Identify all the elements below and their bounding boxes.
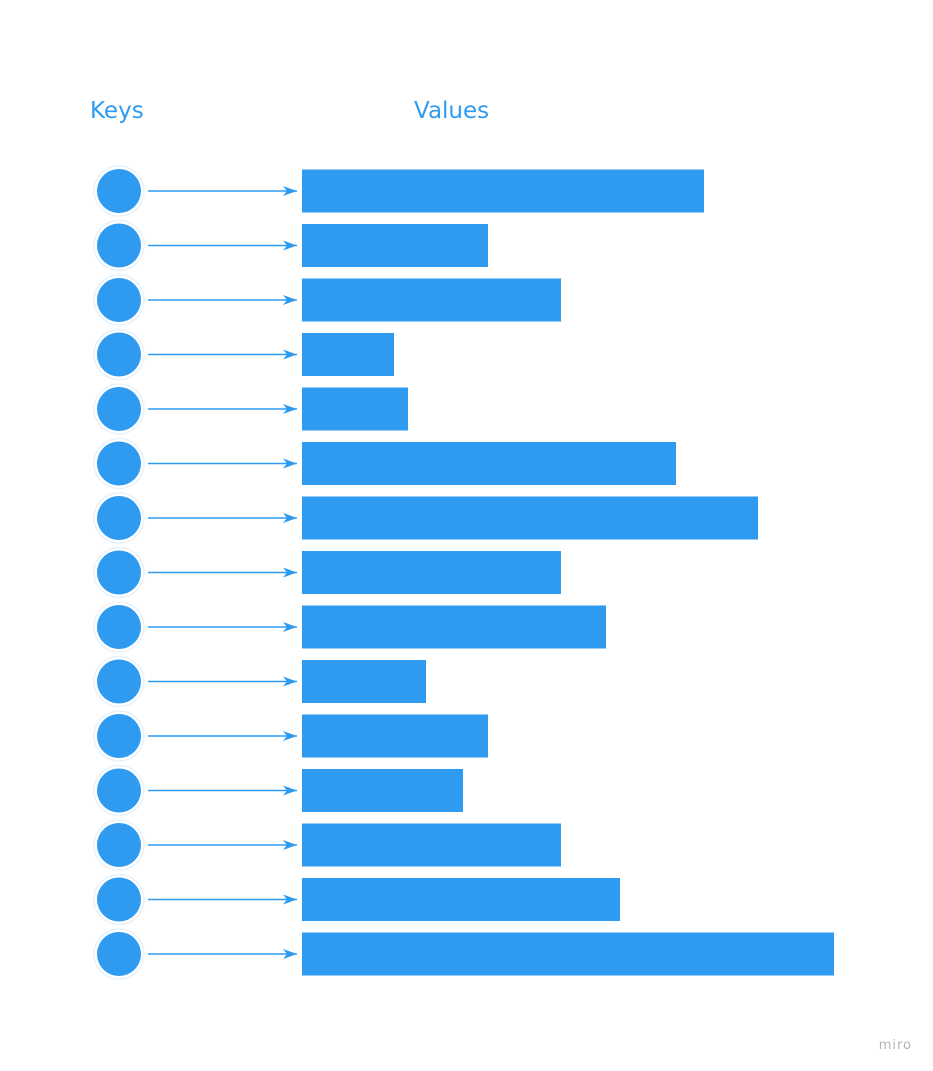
values-heading: Values bbox=[414, 98, 490, 124]
key-circle-outline bbox=[93, 873, 145, 926]
key-circle bbox=[97, 223, 141, 268]
key-circle-outline bbox=[93, 928, 145, 980]
key-value-row bbox=[93, 492, 758, 544]
value-bar bbox=[302, 769, 463, 812]
key-value-row bbox=[93, 383, 408, 435]
key-circle bbox=[97, 496, 141, 540]
key-circle-outline bbox=[93, 655, 145, 708]
value-bar bbox=[302, 169, 704, 213]
value-bar bbox=[302, 660, 426, 703]
key-value-row bbox=[93, 165, 704, 217]
key-circle bbox=[97, 823, 141, 867]
value-bar bbox=[302, 224, 488, 267]
key-value-row bbox=[93, 819, 561, 871]
key-circle-outline bbox=[93, 601, 145, 653]
key-value-row bbox=[93, 873, 620, 926]
key-value-row bbox=[93, 274, 561, 326]
value-bar bbox=[302, 333, 394, 376]
key-value-row bbox=[93, 710, 488, 762]
key-value-row bbox=[93, 764, 463, 817]
value-bar bbox=[302, 823, 561, 867]
key-circle bbox=[97, 387, 141, 431]
value-bar bbox=[302, 387, 408, 431]
value-bar bbox=[302, 442, 676, 485]
key-value-row bbox=[93, 328, 394, 381]
key-circle-outline bbox=[93, 764, 145, 817]
key-circle-outline bbox=[93, 492, 145, 544]
key-value-row bbox=[93, 655, 426, 708]
key-value-row bbox=[93, 546, 561, 599]
key-circle-outline bbox=[93, 165, 145, 217]
value-bar bbox=[302, 714, 488, 758]
key-circle-outline bbox=[93, 546, 145, 599]
key-circle-outline bbox=[93, 383, 145, 435]
key-circle bbox=[97, 877, 141, 922]
key-value-row bbox=[93, 928, 834, 980]
key-value-row bbox=[93, 219, 488, 272]
value-bar bbox=[302, 605, 606, 649]
value-bar bbox=[302, 932, 834, 976]
key-circle-outline bbox=[93, 437, 145, 490]
key-circle bbox=[97, 169, 141, 213]
key-circle bbox=[97, 605, 141, 649]
miro-watermark: miro bbox=[878, 1038, 912, 1053]
key-circle bbox=[97, 714, 141, 758]
key-circle-outline bbox=[93, 328, 145, 381]
key-circle-outline bbox=[93, 219, 145, 272]
key-circle-outline bbox=[93, 274, 145, 326]
keys-heading: Keys bbox=[90, 98, 144, 124]
key-circle bbox=[97, 932, 141, 976]
key-value-row bbox=[93, 601, 606, 653]
key-circle bbox=[97, 768, 141, 813]
key-circle bbox=[97, 278, 141, 322]
key-circle bbox=[97, 332, 141, 377]
key-circle bbox=[97, 659, 141, 704]
value-bar bbox=[302, 551, 561, 594]
key-value-row bbox=[93, 437, 676, 490]
value-bar bbox=[302, 878, 620, 921]
value-bar bbox=[302, 496, 758, 540]
key-circle bbox=[97, 441, 141, 486]
key-circle-outline bbox=[93, 710, 145, 762]
value-bar bbox=[302, 278, 561, 322]
key-circle bbox=[97, 550, 141, 595]
key-circle-outline bbox=[93, 819, 145, 871]
